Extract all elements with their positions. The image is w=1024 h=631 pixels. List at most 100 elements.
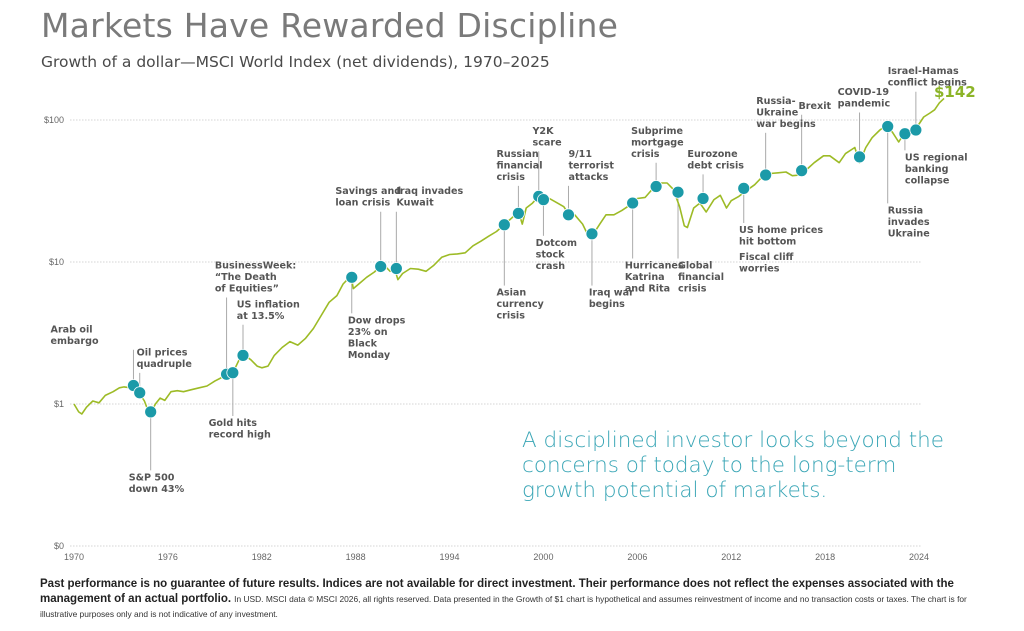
annotation-label: S&P 500 down 43% [129, 472, 185, 495]
disclaimer-bold: Past performance is no guarantee of futu… [40, 578, 954, 605]
event-marker [374, 260, 388, 273]
annotation-line: scare [532, 137, 562, 148]
x-tick-label: 2024 [909, 552, 929, 562]
annotation-line: Katrina [625, 272, 665, 283]
x-tick-label: 2006 [627, 552, 647, 562]
annotation-line: financial [678, 272, 724, 283]
annotation-label: Iraq war begins [589, 288, 634, 311]
annotation-line: 9/11 [568, 149, 592, 160]
annotation-line: Israel-Hamas [888, 66, 959, 77]
annotation-line: Oil prices [137, 347, 188, 358]
annotation-line: crisis [497, 311, 526, 322]
page-title: Markets Have Rewarded Discipline [41, 6, 619, 45]
event-markers [127, 120, 923, 419]
annotation-label: Subprime mortgage crisis [631, 126, 684, 160]
annotation-line: Ukraine [756, 107, 798, 118]
y-tick-label: $100 [44, 115, 64, 125]
x-tick-label: 1988 [346, 552, 366, 562]
annotation-label: Russia invades Ukraine [888, 205, 930, 239]
annotation-line: pandemic [838, 98, 891, 109]
annotation-line: US home prices [739, 225, 823, 236]
x-tick-label: 1982 [252, 552, 272, 562]
annotation-line: crash [536, 261, 566, 272]
annotation-line: banking [905, 164, 949, 175]
event-marker [497, 218, 511, 232]
annotation-line: Russian [497, 149, 539, 160]
annotation-label: Israel-Hamas conflict begins [888, 66, 967, 89]
x-tick-label: 1970 [64, 552, 84, 562]
event-marker [671, 185, 685, 199]
event-marker [853, 150, 866, 164]
y-tick-label: $1 [54, 399, 64, 409]
event-marker [585, 227, 599, 241]
annotation-line: 23% on [348, 327, 388, 338]
annotation-line: COVID-19 [838, 87, 890, 98]
annotation-line: embargo [51, 336, 99, 347]
event-marker [537, 193, 550, 207]
annotation-line: Monday [348, 350, 391, 361]
annotation-line: Russia [888, 205, 923, 216]
annotation-line: Hurricanes [625, 260, 684, 271]
event-marker [345, 270, 359, 284]
annotation-labels: Arab oil embargo Oil prices quadruple S&P 50… [51, 66, 968, 495]
page-subtitle: Growth of a dollar—MSCI World Index (net… [41, 53, 550, 71]
annotation-line: Black [348, 338, 378, 349]
annotation-label: Asian currency crisis [497, 288, 545, 322]
event-marker [759, 168, 773, 182]
annotation-label: US inflation at 13.5% [237, 299, 300, 322]
x-tick-label: 1976 [158, 552, 178, 562]
annotation-label: Russian financial crisis [497, 149, 543, 183]
annotation-line: Subprime [631, 126, 683, 137]
event-marker [737, 181, 751, 195]
y-axis-ticks: $100 $10 $1 $0 [44, 115, 64, 551]
annotation-line: of Equities” [215, 283, 279, 294]
event-marker [795, 164, 809, 178]
annotation-line: down 43% [129, 484, 185, 495]
annotation-leaders [132, 91, 917, 471]
annotation-label: Gold hits record high [209, 418, 271, 441]
x-tick-label: 2012 [721, 552, 741, 562]
annotation-label: 9/11 terrorist attacks [568, 149, 614, 183]
disclaimer-small: In USD. MSCI data © MSCI 2026, all right… [40, 594, 967, 619]
event-marker [144, 405, 158, 419]
annotation-label: Dotcom stock crash [536, 238, 577, 272]
x-tick-label: 2000 [533, 552, 553, 562]
annotation-label: Dow drops 23% on Black Monday [348, 315, 406, 361]
annotation-line: Eurozone [687, 149, 738, 160]
annotation-label: Savings and loan crisis [335, 186, 401, 209]
event-marker [133, 386, 147, 400]
annotation-line: Gold hits [209, 418, 258, 429]
annotation-label: Y2K scare [531, 126, 562, 149]
event-marker [389, 262, 403, 275]
annotation-line: debt crisis [687, 160, 744, 171]
annotation-line: Fiscal cliff [739, 252, 794, 263]
annotation-line: US regional [905, 152, 968, 163]
annotation-line: currency [497, 299, 545, 310]
event-marker [909, 123, 923, 137]
annotation-line: S&P 500 [129, 472, 175, 483]
annotation-label: COVID-19 pandemic [838, 87, 891, 110]
annotation-line: Dotcom [536, 238, 577, 249]
series-line-msci-world [73, 97, 945, 415]
annotation-label: Iraq invades Kuwait [396, 186, 463, 209]
annotation-label: Oil prices quadruple [137, 347, 193, 370]
x-axis-ticks: 1970 1976 1982 1988 1994 2000 2006 2012 2018 2024 [64, 552, 929, 562]
annotation-line: Arab oil [51, 324, 93, 335]
annotation-line: US inflation [237, 299, 300, 310]
annotation-line: record high [209, 429, 271, 440]
event-marker [626, 196, 640, 210]
quote-text: A disciplined investor looks beyond the … [522, 428, 945, 503]
annotation-label: Fiscal cliff worries [739, 252, 794, 275]
annotation-line: and Rita [625, 283, 670, 294]
annotation-line: mortgage [631, 137, 684, 148]
annotation-line: Kuwait [396, 198, 434, 209]
event-marker [226, 366, 240, 380]
annotation-line: crisis [678, 283, 707, 294]
annotation-label: BusinessWeek: “The Death of Equities” [215, 260, 296, 294]
annotation-line: Iraq war [589, 288, 634, 299]
x-tick-label: 2018 [815, 552, 835, 562]
x-tick-label: 1994 [440, 552, 460, 562]
annotation-line: attacks [568, 172, 608, 183]
annotation-line: at 13.5% [237, 311, 285, 322]
